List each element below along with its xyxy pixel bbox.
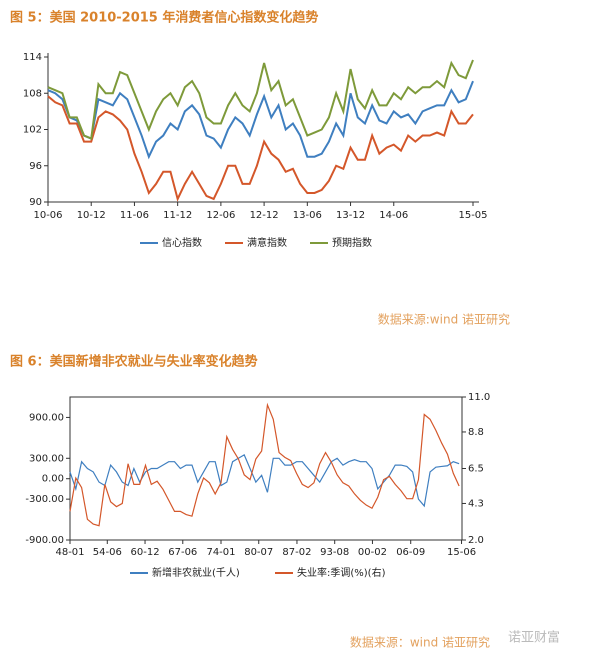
- y-tick-label: 108: [23, 88, 42, 99]
- y-tick-label: 300.00: [29, 453, 64, 464]
- series-line: [47, 80, 474, 160]
- x-tick-label: 15-05: [458, 210, 487, 221]
- x-tick-label: 74-01: [206, 547, 235, 558]
- x-tick-label: 10-12: [77, 210, 106, 221]
- series-line: [69, 454, 460, 508]
- legend-label: 满意指数: [247, 236, 287, 249]
- x-tick-label: 93-08: [320, 547, 349, 558]
- legend-label: 信心指数: [162, 236, 202, 249]
- chart-title: 图 5：美国 2010-2015 年消费者信心指数变化趋势: [10, 10, 318, 26]
- y2-tick-label: 4.3: [468, 498, 484, 509]
- source-note: 数据来源：wind 诺亚研究: [350, 635, 490, 650]
- y2-tick-label: 11.0: [468, 392, 490, 403]
- series-line: [47, 95, 474, 202]
- x-tick-label: 13-12: [336, 210, 365, 221]
- y-tick-label: -300.00: [25, 494, 64, 505]
- y-tick-label: 114: [23, 52, 42, 63]
- y-tick-label: 0.00: [42, 474, 64, 485]
- chart-title: 图 6：美国新增非农就业与失业率变化趋势: [10, 354, 258, 370]
- series-line: [47, 59, 474, 140]
- source-note: 数据来源:wind 诺亚研究: [378, 312, 510, 327]
- x-tick-label: 14-06: [379, 210, 408, 221]
- y-tick-label: 96: [29, 161, 42, 172]
- y-tick-label: 102: [23, 125, 42, 136]
- y2-tick-label: 8.8: [468, 427, 484, 438]
- x-tick-label: 87-02: [282, 547, 311, 558]
- y-tick-label: -900.00: [25, 535, 64, 546]
- x-tick-label: 11-12: [163, 210, 192, 221]
- x-tick-label: 12-12: [250, 210, 279, 221]
- x-tick-label: 67-06: [168, 547, 197, 558]
- legend-label: 预期指数: [332, 236, 372, 249]
- watermark: 诺亚财富: [508, 630, 560, 646]
- x-tick-label: 00-02: [358, 547, 387, 558]
- y2-tick-label: 2.0: [468, 535, 484, 546]
- x-tick-label: 11-06: [120, 210, 149, 221]
- legend-label: 失业率:季调(%)(右): [297, 566, 386, 579]
- y2-tick-label: 6.5: [468, 464, 484, 475]
- y-tick-label: 90: [29, 197, 42, 208]
- x-tick-label: 13-06: [293, 210, 322, 221]
- y-tick-label: 900.00: [29, 412, 64, 423]
- x-tick-label: 15-06: [447, 547, 476, 558]
- x-tick-label: 54-06: [93, 547, 122, 558]
- x-tick-label: 60-12: [131, 547, 160, 558]
- x-tick-label: 80-07: [244, 547, 273, 558]
- x-tick-label: 12-06: [206, 210, 235, 221]
- x-tick-label: 10-06: [33, 210, 62, 221]
- x-tick-label: 48-01: [55, 547, 84, 558]
- x-tick-label: 06-09: [396, 547, 425, 558]
- legend-label: 新增非农就业(千人): [152, 566, 240, 579]
- series-line: [69, 402, 460, 527]
